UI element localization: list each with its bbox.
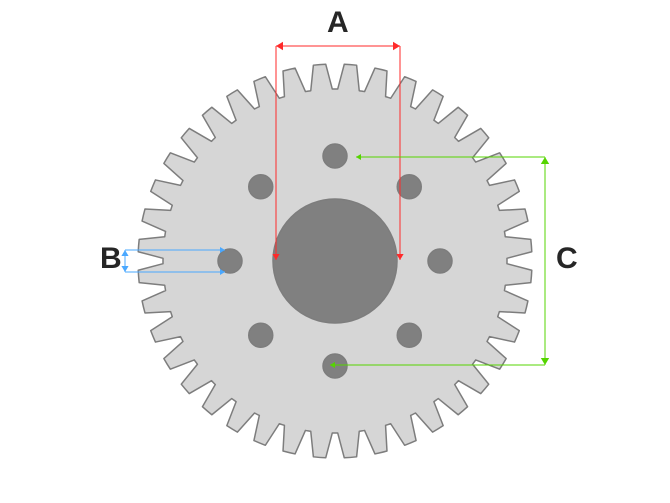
- dimension-label-A: A: [327, 6, 349, 40]
- dimension-arrow: [541, 157, 549, 164]
- bolt-hole: [428, 249, 452, 273]
- bolt-hole: [218, 249, 242, 273]
- dimension-arrow: [393, 42, 400, 50]
- dimension-label-C: C: [556, 242, 578, 276]
- dimension-arrow: [276, 42, 283, 50]
- bolt-hole: [323, 144, 347, 168]
- bolt-hole: [397, 323, 421, 347]
- dimension-arrow: [121, 266, 128, 272]
- bolt-hole: [397, 175, 421, 199]
- bolt-hole: [249, 175, 273, 199]
- dimension-arrow: [541, 358, 549, 365]
- center-bore: [273, 199, 397, 323]
- dimension-label-B: B: [100, 242, 122, 276]
- dimension-arrow: [121, 250, 128, 256]
- bolt-hole: [249, 323, 273, 347]
